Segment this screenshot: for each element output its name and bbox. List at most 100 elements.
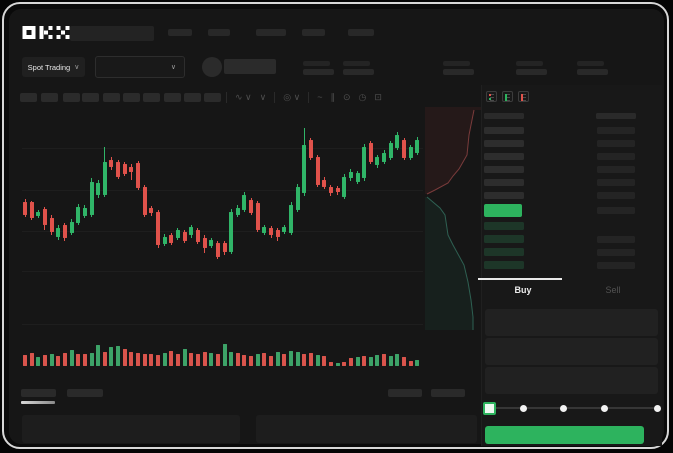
ask-amount-bar <box>597 192 635 199</box>
slider-stop-2[interactable] <box>559 404 567 412</box>
order-input-row-3[interactable] <box>485 367 658 394</box>
volume-bar <box>308 353 313 366</box>
ticker-stat-value-2 <box>343 69 374 75</box>
timeframe-button-9[interactable] <box>184 93 201 102</box>
volume-bar <box>42 355 47 366</box>
timeframe-button-3[interactable] <box>63 93 80 102</box>
ticker-stat-label-2 <box>343 61 370 66</box>
indicator-icon[interactable]: ◎ ∨ <box>283 91 301 102</box>
overlay-dropdown-icon[interactable]: ∨ <box>259 91 267 102</box>
bid-price-bar[interactable] <box>484 261 524 269</box>
candle-body <box>295 187 300 211</box>
volume-bar <box>96 345 101 366</box>
slider-stop-1[interactable] <box>519 404 527 412</box>
last-price-amount-bar <box>597 207 635 214</box>
fullscreen-icon[interactable]: ⊡ <box>374 91 382 102</box>
orders-tab-2[interactable] <box>67 389 103 397</box>
market-type-dropdown[interactable]: Spot Trading ∨ <box>22 57 85 77</box>
chevron-down-icon: ∨ <box>170 63 176 71</box>
slider-stop-4[interactable] <box>653 404 661 412</box>
volume-bar <box>242 355 247 366</box>
timeframe-button-7[interactable] <box>143 93 160 102</box>
volume-bar <box>169 351 174 366</box>
volume-bar <box>262 353 267 366</box>
bid-price-bar[interactable] <box>484 248 524 256</box>
bid-price-bar[interactable] <box>484 235 524 243</box>
volume-bar <box>282 354 287 366</box>
chart-type-icon[interactable]: ∿ ∨ <box>235 91 252 102</box>
compare-icon[interactable]: ∥ <box>330 91 335 102</box>
orderbook-view-toggles <box>486 91 529 102</box>
slider-handle[interactable] <box>483 402 496 415</box>
search-placeholder[interactable] <box>70 26 154 41</box>
ask-price-bar[interactable] <box>484 153 524 160</box>
volume-bar <box>315 355 320 366</box>
volume-bar <box>62 353 67 366</box>
asks-only-bar <box>521 94 523 101</box>
volume-bar <box>102 352 107 366</box>
timeframe-button-8[interactable] <box>164 93 181 102</box>
slider-stop-3[interactable] <box>600 404 608 412</box>
ask-price-bar[interactable] <box>484 127 524 134</box>
buy-submit-button[interactable] <box>485 426 644 444</box>
ticker-stat-value-4 <box>516 69 547 75</box>
orderbook-view-icon-asks-only[interactable] <box>518 91 529 102</box>
ask-price-bar[interactable] <box>484 192 524 199</box>
orderbook-view-icon-bids-only[interactable] <box>502 91 513 102</box>
candle-body <box>82 208 87 217</box>
candle-body <box>289 205 293 234</box>
candle-body <box>109 159 114 168</box>
orderbook-price-header <box>484 113 524 119</box>
orders-action-2[interactable] <box>431 389 465 397</box>
active-tab-underline <box>21 401 55 404</box>
tab-buy[interactable]: Buy <box>514 285 532 295</box>
orderbook-view-icon-combined-book[interactable] <box>486 91 497 102</box>
volume-bar <box>269 356 274 366</box>
amount-slider-track[interactable] <box>489 407 657 409</box>
pair-selector-dropdown[interactable]: ∨ <box>95 56 185 78</box>
ask-price-bar[interactable] <box>484 166 524 173</box>
volume-bar <box>408 361 413 366</box>
orders-action-1[interactable] <box>388 389 422 397</box>
candle-body <box>229 211 234 252</box>
candle-body <box>156 211 160 246</box>
nav-item-2[interactable] <box>208 29 230 36</box>
volume-bar <box>56 356 61 366</box>
ask-price-bar[interactable] <box>484 140 524 147</box>
nav-item-1[interactable] <box>168 29 192 36</box>
ask-price-bar[interactable] <box>484 179 524 186</box>
bid-amount-bar <box>597 262 635 269</box>
order-input-row-1[interactable] <box>485 309 658 336</box>
order-input-row-2[interactable] <box>485 338 658 365</box>
okx-logo-k <box>39 25 53 39</box>
orders-panel-right <box>256 415 477 443</box>
volume-bar <box>348 358 353 366</box>
candle-body <box>362 147 367 178</box>
candle-body <box>169 234 174 243</box>
history-icon[interactable]: ◷ <box>358 91 367 102</box>
candle-body <box>262 227 267 234</box>
candle-body <box>242 194 247 211</box>
timeframe-button-5[interactable] <box>103 93 120 102</box>
nav-item-3[interactable] <box>256 29 286 36</box>
candle-body <box>249 199 254 214</box>
candle-body <box>322 179 327 188</box>
snapshot-icon[interactable]: ⊙ <box>342 91 351 102</box>
timeframe-button-10[interactable] <box>204 93 221 102</box>
volume-bar <box>82 354 87 366</box>
volume-bar <box>36 357 41 366</box>
orders-tab-1[interactable] <box>21 389 56 397</box>
bid-price-bar[interactable] <box>484 222 524 230</box>
candle-body <box>116 162 121 177</box>
timeframe-button-6[interactable] <box>123 93 140 102</box>
timeframe-button-4[interactable] <box>82 93 99 102</box>
ticker-stat-label-4 <box>516 61 543 66</box>
timeframe-button-1[interactable] <box>20 93 37 102</box>
timeframe-button-2[interactable] <box>41 93 58 102</box>
tab-sell[interactable]: Sell <box>605 285 621 295</box>
candlestick-chart[interactable] <box>22 115 421 330</box>
nav-item-5[interactable] <box>348 29 374 36</box>
line-tools-icon[interactable]: ~ <box>317 92 323 102</box>
icon-lines <box>490 94 494 101</box>
nav-item-4[interactable] <box>302 29 325 36</box>
